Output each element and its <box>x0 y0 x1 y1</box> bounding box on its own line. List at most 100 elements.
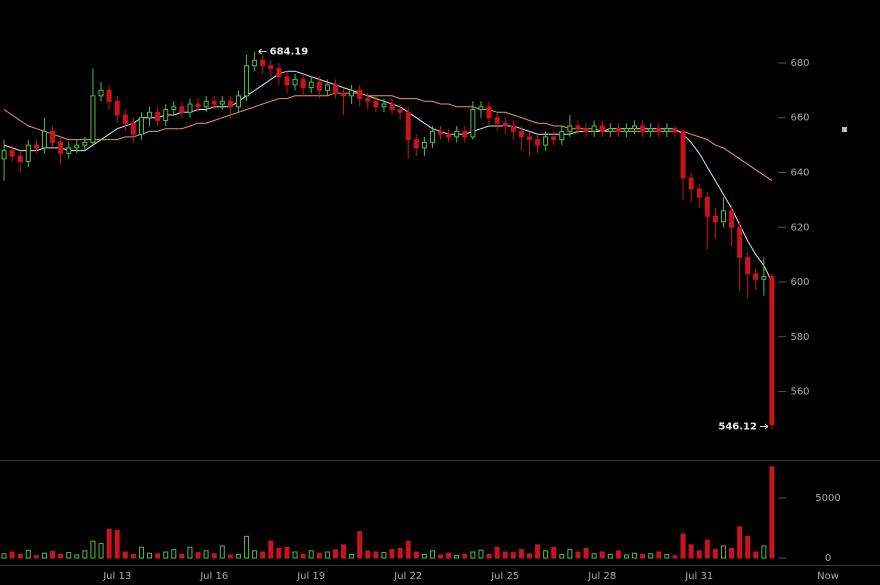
volume-bar <box>656 551 662 559</box>
volume-bar <box>171 549 177 559</box>
candle-body <box>41 130 47 149</box>
candle-body <box>114 100 120 116</box>
candle-body <box>761 276 767 280</box>
candle-body <box>551 136 557 141</box>
volume-bar <box>58 553 64 559</box>
candle-body <box>227 100 233 108</box>
volume-bar <box>543 550 549 559</box>
volume-bar <box>470 551 476 559</box>
candle-body <box>405 111 411 141</box>
candle-body <box>567 125 573 132</box>
volume-bar <box>478 549 484 559</box>
candle-body <box>211 100 217 105</box>
candle-body <box>543 136 549 146</box>
volume-bar <box>66 552 72 559</box>
candle-body <box>268 65 274 69</box>
candle-body <box>373 100 379 108</box>
candle-body <box>680 130 686 179</box>
volume-bar <box>341 544 347 559</box>
volume-bar <box>373 551 379 559</box>
max-arrow <box>258 48 267 55</box>
candle-body <box>332 84 338 94</box>
volume-bar <box>397 547 403 559</box>
volume-bar <box>502 551 508 559</box>
candle-body <box>454 130 460 138</box>
candle-body <box>688 177 694 190</box>
candle-body <box>591 125 597 132</box>
candle-body <box>502 122 508 127</box>
candle-body <box>341 92 347 97</box>
volume-bar <box>615 550 621 559</box>
volume-bar <box>446 552 452 559</box>
candle-body <box>737 226 743 258</box>
x-tick-label: Jul 16 <box>199 571 228 582</box>
volume-bar <box>696 550 702 559</box>
volume-bar <box>195 552 201 559</box>
volume-bar <box>745 535 751 559</box>
candle-body <box>90 95 96 143</box>
candle-body <box>599 125 605 132</box>
volume-bar <box>114 529 120 559</box>
candle-body <box>696 188 702 198</box>
candle-body <box>203 100 209 108</box>
volume-bar <box>98 543 104 559</box>
scroll-handle[interactable] <box>842 127 847 132</box>
volume-bar <box>244 535 250 559</box>
volume-bar <box>365 550 371 559</box>
y-tick-label: 580 <box>790 332 809 343</box>
candle-body <box>187 103 193 113</box>
volume-bar <box>535 544 541 559</box>
volume-bar <box>227 554 233 559</box>
volume-bar <box>179 553 185 559</box>
volume-bar <box>155 553 161 559</box>
candle-body <box>664 128 670 132</box>
volume-bar <box>664 553 670 559</box>
candle-body <box>607 128 613 132</box>
candle-body <box>179 106 185 113</box>
candle-body <box>147 111 153 119</box>
volume-bar <box>284 546 290 559</box>
volume-bar <box>316 552 322 559</box>
volume-bar <box>575 551 581 559</box>
candle-body <box>421 141 427 149</box>
candle-body <box>462 130 468 138</box>
candle-body <box>163 109 169 121</box>
candle-body <box>98 89 104 97</box>
candle-body <box>623 128 629 132</box>
candle-body <box>171 106 177 111</box>
volume-bar <box>559 553 565 559</box>
candle-body <box>389 103 395 111</box>
volume-bar <box>25 549 31 559</box>
volume-bar <box>211 553 217 559</box>
candle-body <box>316 81 322 91</box>
volume-bar <box>438 554 444 559</box>
volume-bar <box>753 551 759 559</box>
volume-bar <box>405 540 411 559</box>
candle-body <box>753 273 759 280</box>
volume-bar <box>583 547 589 559</box>
candle-body <box>632 125 638 130</box>
y-tick-label: 680 <box>790 58 809 69</box>
candle-body <box>704 196 710 217</box>
candle-body <box>235 95 241 108</box>
candle-body <box>526 136 532 141</box>
candle-body <box>486 106 492 119</box>
candle-body <box>260 59 266 67</box>
candle-body <box>155 111 161 121</box>
volume-bar <box>551 546 557 559</box>
y-tick-label: 600 <box>790 277 809 288</box>
volume-bar <box>1 553 7 559</box>
candle-body <box>219 100 225 105</box>
x-tick-label: Jul 28 <box>587 571 616 582</box>
volume-bar <box>769 466 775 559</box>
volume-bar <box>357 531 363 559</box>
volume-bar <box>680 533 686 559</box>
volume-bar <box>276 547 282 559</box>
candle-body <box>276 67 282 78</box>
candle-body <box>300 78 306 89</box>
candle-body <box>284 76 290 86</box>
volume-bar <box>518 549 524 559</box>
candle-body <box>615 128 621 132</box>
volume-bar <box>737 526 743 559</box>
